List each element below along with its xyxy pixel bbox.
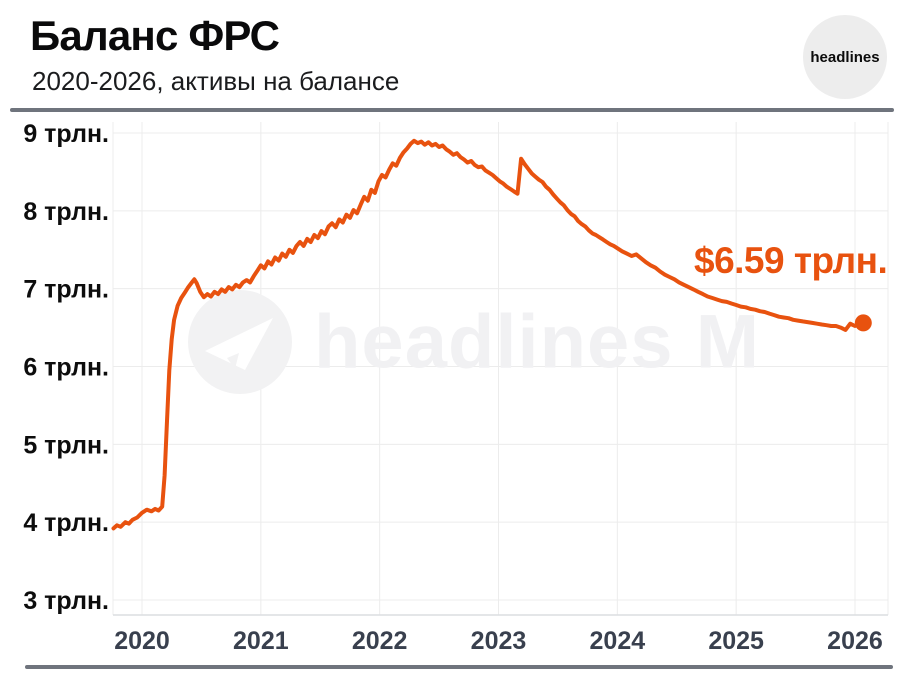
- y-tick-label: 7 трлн.: [23, 276, 109, 304]
- x-tick-label: 2022: [352, 627, 408, 655]
- y-tick-label: 3 трлн.: [23, 587, 109, 615]
- x-axis-labels: 2020 2021 2022 2023 2024 2025 2026: [114, 627, 883, 655]
- y-tick-label: 8 трлн.: [23, 198, 109, 226]
- watermark-text: headlines M: [314, 300, 760, 385]
- x-tick-label: 2024: [590, 627, 646, 655]
- x-tick-label: 2023: [471, 627, 527, 655]
- page-title: Баланс ФРС: [30, 12, 280, 59]
- y-tick-label: 5 трлн.: [23, 431, 109, 459]
- y-axis-labels: 3 трлн. 4 трлн. 5 трлн. 6 трлн. 7 трлн. 8 трл…: [23, 120, 109, 615]
- footer-divider: [25, 665, 893, 669]
- balance-line: [111, 138, 866, 531]
- y-tick-label: 4 трлн.: [23, 509, 109, 537]
- paper-plane-icon: [205, 318, 273, 370]
- x-tick-label: 2026: [827, 627, 883, 655]
- x-tick-label: 2021: [233, 627, 289, 655]
- x-tick-label: 2020: [114, 627, 170, 655]
- latest-value-annotation: $6.59 трлн.: [694, 240, 888, 281]
- end-point-dot: [854, 314, 872, 332]
- y-tick-label: 6 трлн.: [23, 354, 109, 382]
- paper-plane-fold: [227, 353, 239, 369]
- grid-horizontal: [113, 132, 888, 601]
- y-tick-label: 9 трлн.: [23, 120, 109, 148]
- page-subtitle: 2020-2026, активы на балансе: [32, 66, 400, 96]
- header-divider: [10, 108, 894, 112]
- headlines-badge-label: headlines: [810, 48, 880, 66]
- watermark: headlines M: [188, 290, 760, 394]
- x-tick-label: 2025: [708, 627, 764, 655]
- headlines-badge: headlines: [803, 15, 887, 99]
